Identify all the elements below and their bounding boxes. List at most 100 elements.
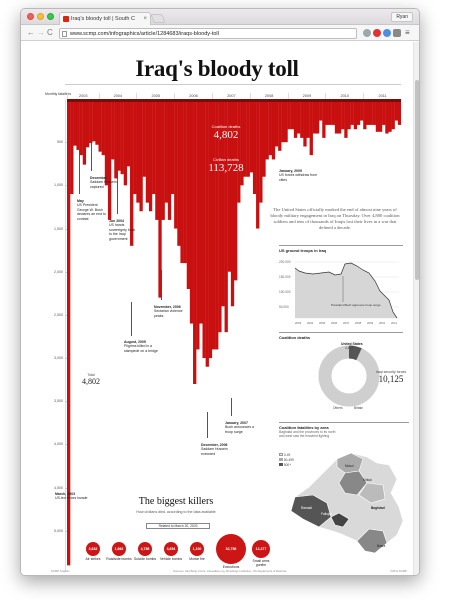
fatality-bar	[347, 102, 351, 130]
annotation-march-2003: March, 2003 US-led forces invade	[55, 492, 97, 501]
fatality-bar	[237, 102, 241, 203]
scrollbar[interactable]	[413, 42, 419, 575]
annotation-leader-line	[117, 154, 118, 214]
y-tick-label: 5,000	[54, 528, 63, 533]
annotation-date: May	[77, 199, 84, 203]
killers-title: The biggest killers	[138, 496, 214, 507]
adblock-extension-icon[interactable]	[373, 29, 381, 37]
tab-close-icon[interactable]: ×	[143, 16, 147, 22]
killer-bubble: 12,477	[251, 539, 271, 559]
new-tab-button[interactable]	[150, 14, 166, 23]
city-label: Basra	[377, 544, 386, 548]
y-tick-label: 4,500	[54, 485, 63, 490]
fatality-bar	[297, 102, 301, 134]
fatality-bar	[334, 102, 339, 134]
annotation-aug-2005: August, 2005 Pilgrims killed in a stampe…	[124, 340, 158, 353]
window-minimize-button[interactable]	[37, 13, 44, 20]
fatality-bar	[281, 102, 285, 143]
legend-label: 500+	[283, 463, 292, 467]
address-bar-url: www.scmp.com/infographics/article/128468…	[70, 31, 219, 37]
map-subtitle: Baghdad and the provinces to its north a…	[279, 430, 336, 438]
y-tick-label: 1,500	[54, 226, 63, 231]
annotation-text: Sectarian violence peaks	[154, 309, 183, 318]
title-bar: Iraq's bloody toll | South C × Ryan	[21, 9, 419, 25]
reload-icon[interactable]: C	[47, 28, 53, 37]
footer-left: SCMP Graphic	[51, 569, 70, 573]
annotation-may: May US President George W. Bush declares…	[77, 199, 107, 221]
fatality-bar	[174, 102, 178, 229]
year-label: 2003	[67, 93, 99, 99]
forward-arrow-icon[interactable]: →	[37, 28, 45, 37]
fatality-bar	[164, 102, 168, 203]
profile-button[interactable]: Ryan	[391, 12, 413, 22]
address-bar[interactable]: www.scmp.com/infographics/article/128468…	[59, 28, 357, 39]
donut-others-segment	[348, 345, 362, 361]
annotation-jan-2009: January, 2009 US forces withdraw from ci…	[279, 169, 323, 182]
fatality-bar	[73, 102, 77, 146]
fatality-bar	[196, 102, 200, 350]
annotation-jun-2004: Jun 2004 US hands sovereignty back to th…	[109, 219, 139, 241]
scrollbar-thumb[interactable]	[415, 80, 419, 280]
extension-icon[interactable]	[363, 29, 371, 37]
troops-x-tick: 2010	[379, 321, 386, 325]
killer-label: Suicide bombs	[133, 557, 157, 561]
troops-x-tick: 2006	[331, 321, 338, 325]
killer-bubble: 1,862	[112, 542, 126, 556]
annotation-nov-2006: November, 2006 Sectarian violence peaks	[154, 305, 184, 318]
fatality-bar	[378, 102, 383, 132]
troops-x-tick: 2004	[307, 321, 314, 325]
killers-subtitle: How civilians died, according to the dat…	[136, 510, 216, 514]
map-region-anbar	[290, 494, 332, 528]
fatality-bar	[319, 102, 323, 121]
map-region-diyala	[358, 482, 386, 504]
fatality-bar	[268, 102, 272, 156]
coalition-deaths-label: Coalition deaths 4,802	[196, 124, 256, 141]
fatality-bar	[284, 102, 288, 143]
fatality-bar	[360, 102, 364, 121]
fatality-bar	[315, 102, 320, 134]
troops-line	[294, 262, 398, 319]
annotation-text: US forces withdraw from cities	[279, 173, 318, 182]
fatality-bar	[92, 102, 96, 142]
browser-tab[interactable]: Iraq's bloody toll | South C ×	[59, 12, 151, 25]
window-close-button[interactable]	[27, 13, 34, 20]
menu-icon[interactable]: ≡	[405, 28, 410, 37]
annotation-leader-line	[207, 412, 208, 438]
annotation-date: August, 2005	[124, 340, 146, 344]
y-tick-label: 3,500	[54, 399, 63, 404]
fatality-bar	[79, 102, 83, 156]
fatality-bar	[246, 102, 250, 177]
troops-y-tick: 200,000	[279, 260, 291, 264]
extension-icon[interactable]	[393, 29, 401, 37]
fatality-bar	[293, 102, 298, 138]
fatality-bar	[331, 102, 335, 125]
year-label: 2004	[98, 93, 137, 99]
annotation-text: Bush announces a troop surge	[225, 425, 254, 434]
civilian-deaths-label: Civilian deaths 113,728	[192, 157, 260, 174]
legend-item: 500+	[279, 463, 294, 468]
annotation-leader-line	[91, 133, 92, 171]
fatality-bar	[322, 102, 326, 138]
donut-us-value: 4,484	[345, 346, 353, 350]
troops-x-tick: 2011	[391, 321, 397, 325]
y-tick-label: 1,000	[54, 183, 63, 188]
donut-total-value: 4,802	[82, 377, 100, 386]
y-axis-line	[65, 99, 66, 572]
window-maximize-button[interactable]	[47, 13, 54, 20]
extension-icon[interactable]	[383, 29, 391, 37]
annotation-date: December, 2006	[201, 443, 228, 447]
fatality-bar	[161, 102, 165, 220]
y-tick-label: 2,500	[54, 312, 63, 317]
y-tick-label: 2,000	[54, 269, 63, 274]
year-label: 2007	[211, 93, 250, 99]
civilian-deaths-value: 113,728	[208, 162, 244, 174]
legend-item: 50-499	[279, 458, 294, 463]
coalition-donut-chart: United States 4,484 Others Britain	[318, 342, 380, 410]
map-region-salahuddin	[338, 470, 368, 496]
annotation-date: March, 2003	[55, 492, 76, 496]
back-arrow-icon[interactable]: ←	[27, 28, 35, 37]
page-icon	[62, 31, 67, 37]
fatality-bar	[227, 102, 231, 272]
coalition-deaths-panel: Coalition deaths United States 4,484 Oth…	[279, 332, 403, 414]
donut-us-label: United States	[341, 342, 363, 346]
